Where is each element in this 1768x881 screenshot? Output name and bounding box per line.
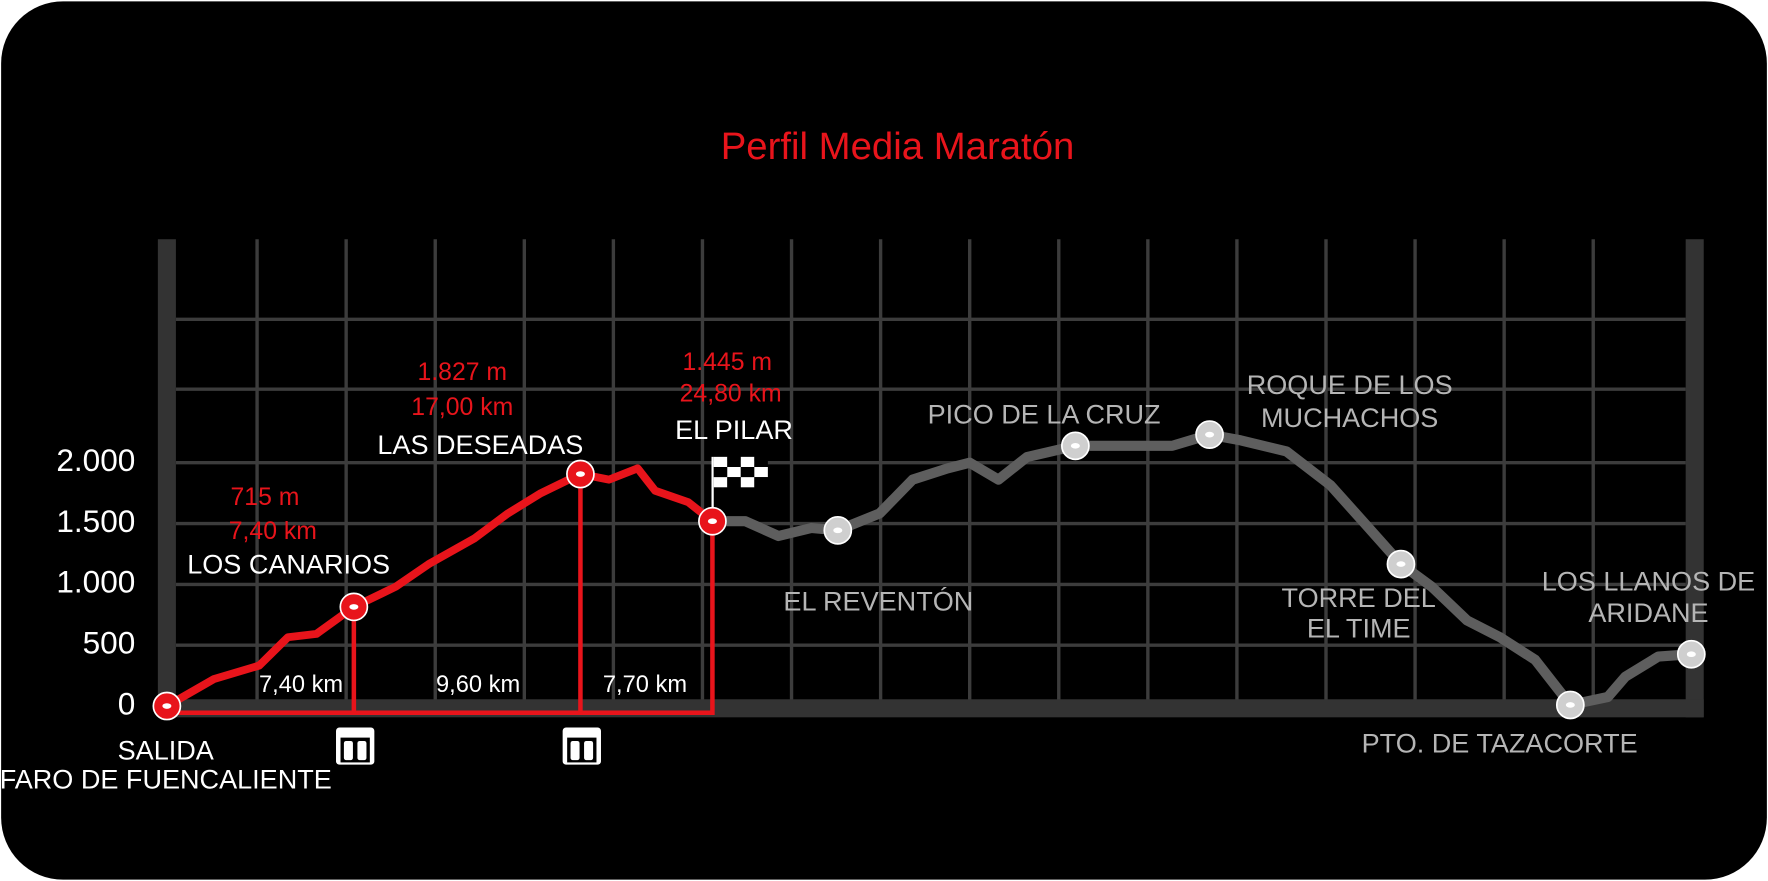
- frame-right: [1685, 239, 1704, 718]
- waypoint-name: TORRE DEL: [1282, 583, 1436, 613]
- flag-square: [727, 456, 741, 467]
- profile-line: [164, 464, 715, 710]
- y-tick-label: 1.500: [56, 503, 135, 539]
- frame-left: [157, 239, 176, 718]
- waypoint-marker-center: [349, 604, 359, 610]
- y-tick-label: 1.000: [56, 564, 135, 600]
- water-icons: [336, 727, 601, 765]
- waypoint-name: EL TIME: [1307, 614, 1411, 644]
- waypoint-name: SALIDA: [118, 735, 214, 765]
- grid: [175, 239, 1686, 702]
- water-icon: [562, 727, 601, 765]
- waypoint-marker-center: [1396, 561, 1406, 567]
- waypoint-marker-center: [575, 471, 585, 477]
- flag-square: [740, 466, 755, 478]
- waypoint-marker-center: [1686, 651, 1696, 658]
- segment-label: 7,40 km: [259, 672, 343, 698]
- flag-square: [740, 477, 755, 488]
- flag-square: [727, 477, 741, 488]
- waypoint-name: LAS DESEADAS: [377, 430, 583, 460]
- waypoint-name: ROQUE DE LOS: [1247, 370, 1453, 400]
- waypoint-distance: 7,40 km: [229, 518, 317, 545]
- flag-square: [754, 466, 768, 478]
- waypoint-name: MUCHACHOS: [1261, 403, 1438, 433]
- waypoint-name: LOS CANARIOS: [187, 549, 390, 579]
- flag-square: [740, 456, 755, 467]
- flag-square: [754, 456, 768, 467]
- flag-square: [713, 456, 728, 467]
- waypoint-marker-center: [833, 527, 843, 534]
- waypoint-elevation: 1.827 m: [417, 359, 507, 386]
- finish-flag: [711, 456, 768, 514]
- waypoint-name: FARO DE FUENCALIENTE: [0, 765, 332, 795]
- segment-label: 9,60 km: [436, 672, 520, 698]
- chart-title: Perfil Media Maratón: [721, 125, 1075, 168]
- flag-square: [713, 477, 728, 488]
- waypoint-name: PICO DE LA CRUZ: [928, 399, 1161, 429]
- waypoint-distance: 17,00 km: [411, 394, 513, 421]
- waypoint-marker-center: [162, 703, 172, 709]
- waypoint-marker-center: [1070, 442, 1080, 449]
- waypoint-name: EL REVENTÓN: [783, 586, 973, 617]
- flag-square: [713, 466, 728, 478]
- waypoint-distance: 24,80 km: [680, 380, 782, 407]
- plot: [152, 420, 1706, 721]
- waypoint-name: ARIDANE: [1588, 598, 1708, 628]
- y-tick-label: 0: [118, 685, 136, 721]
- y-tick-label: 2.000: [56, 442, 135, 478]
- segment-label: 7,70 km: [603, 672, 687, 698]
- waypoint-name: PTO. DE TAZACORTE: [1362, 729, 1638, 759]
- waypoint-marker-center: [707, 518, 717, 525]
- waypoint-marker-center: [1565, 702, 1575, 708]
- y-tick-label: 500: [83, 625, 136, 661]
- waypoint-name: LOS LLANOS DE: [1542, 566, 1755, 596]
- waypoint-marker-center: [1205, 431, 1215, 438]
- waypoint-elevation: 715 m: [231, 484, 300, 511]
- flag-square: [727, 466, 741, 478]
- flag-square: [754, 477, 768, 488]
- waypoint-elevation: 1.445 m: [682, 349, 772, 376]
- water-icon: [336, 727, 375, 765]
- waypoint-name: EL PILAR: [675, 415, 793, 445]
